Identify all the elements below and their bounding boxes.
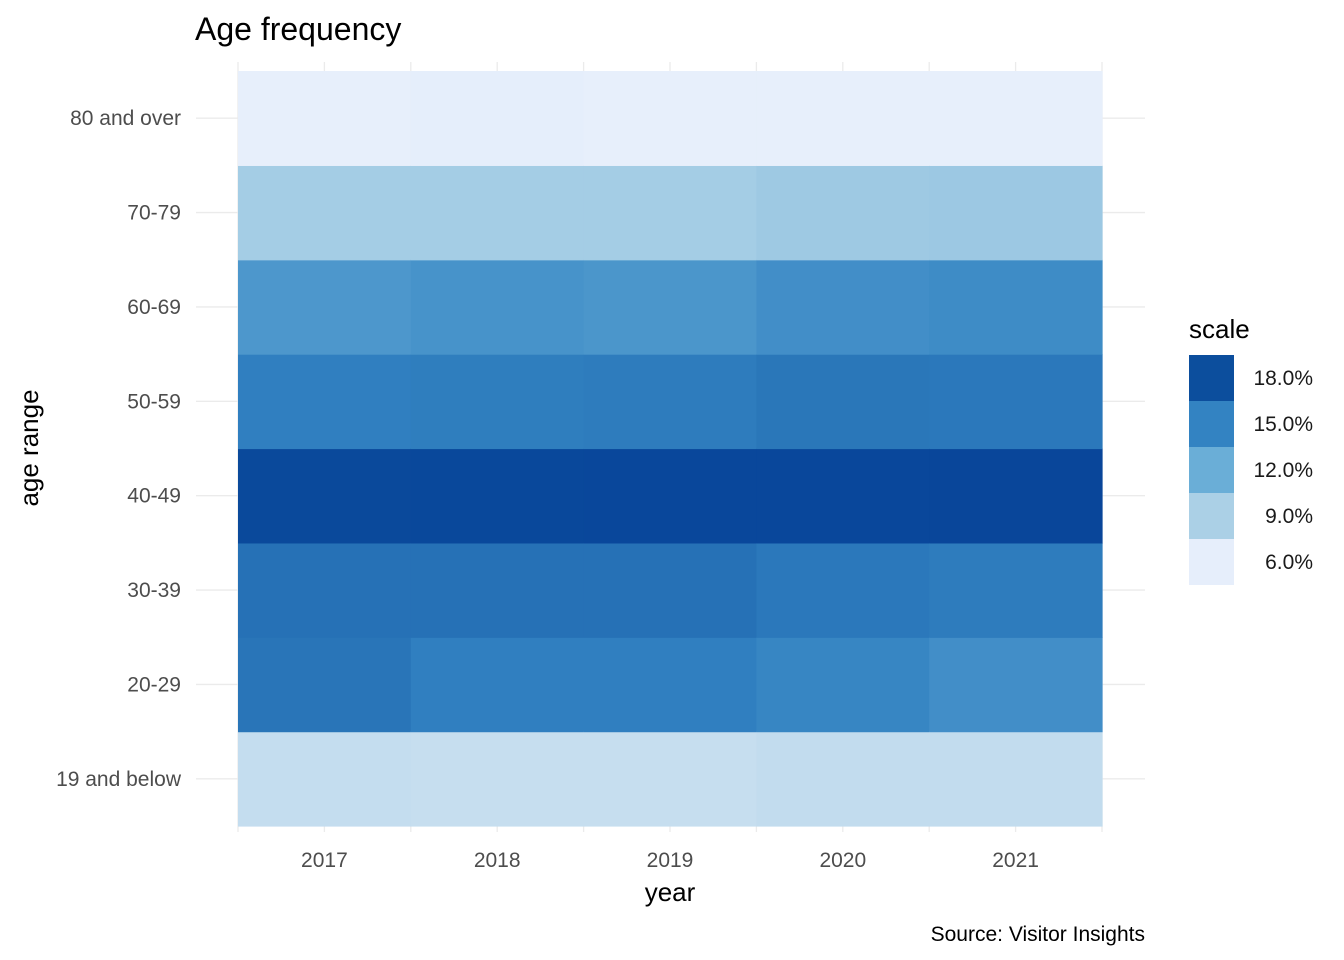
legend-key — [1189, 355, 1234, 401]
heatmap-cell-2021-40-49 — [929, 448, 1103, 544]
legend-label: 9.0% — [1265, 505, 1313, 528]
heatmap-cell-2021-19-and-below — [929, 731, 1103, 827]
y-tick-label: 50-59 — [127, 390, 181, 413]
legend-label: 12.0% — [1253, 459, 1313, 482]
x-tick-label: 2020 — [819, 849, 866, 872]
heatmap-cell-2020-70-79 — [756, 165, 930, 261]
heatmap-cell-2017-30-39 — [238, 542, 412, 638]
legend-label: 18.0% — [1253, 367, 1313, 390]
x-axis-title: year — [645, 877, 696, 907]
heatmap-cell-2020-60-69 — [756, 259, 930, 355]
y-tick-label: 30-39 — [127, 579, 181, 602]
heatmap-cell-2020-20-29 — [756, 637, 930, 733]
heatmap-cell-2020-30-39 — [756, 542, 930, 638]
x-tick-label: 2018 — [474, 849, 521, 872]
heatmap-cell-2019-50-59 — [583, 354, 757, 450]
legend: scale 18.0% 15.0% 12.0% 9.0% 6.0% — [1189, 314, 1313, 585]
x-axis-tick-labels: 2017 2018 2019 2020 2021 — [301, 849, 1039, 872]
heatmap-cell-2019-19-and-below — [583, 731, 757, 827]
y-tick-label: 70-79 — [127, 202, 181, 225]
legend-key — [1189, 493, 1234, 539]
heatmap-cell-2019-80-and-over — [583, 71, 757, 166]
heatmap-cell-2021-60-69 — [929, 259, 1103, 355]
heatmap-cell-2018-40-49 — [410, 448, 585, 544]
heatmap-cell-2021-30-39 — [929, 542, 1103, 638]
heatmap-cell-2018-20-29 — [410, 637, 585, 733]
heatmap-cell-2017-80-and-over — [238, 71, 412, 166]
y-axis-tick-labels: 19 and below 20-29 30-39 40-49 50-59 60-69 70-… — [56, 107, 182, 791]
x-tick-label: 2019 — [647, 849, 694, 872]
heatmap-cell-2018-80-and-over — [410, 71, 585, 166]
heatmap-cell-2020-40-49 — [756, 448, 930, 544]
y-tick-label: 40-49 — [127, 485, 181, 508]
heatmap-cell-2021-50-59 — [929, 354, 1103, 450]
heatmap-cell-2021-80-and-over — [929, 71, 1103, 166]
heatmap-cell-2019-60-69 — [583, 259, 757, 355]
y-tick-label: 80 and over — [70, 107, 181, 130]
legend-key — [1189, 447, 1234, 493]
legend-key — [1189, 401, 1234, 447]
chart-title: Age frequency — [195, 11, 401, 47]
heatmap-cell-2021-70-79 — [929, 165, 1103, 261]
heatmap-cell-2018-60-69 — [410, 259, 585, 355]
y-tick-label: 19 and below — [56, 768, 182, 791]
heatmap-cell-2019-40-49 — [583, 448, 757, 544]
heatmap-cell-2020-50-59 — [756, 354, 930, 450]
y-tick-label: 60-69 — [127, 296, 181, 319]
legend-label: 6.0% — [1265, 551, 1313, 574]
heatmap-cell-2018-70-79 — [410, 165, 585, 261]
y-tick-label: 20-29 — [127, 673, 181, 696]
legend-title: scale — [1189, 314, 1250, 344]
heatmap-cell-2017-19-and-below — [238, 731, 412, 827]
heatmap-cell-2018-50-59 — [410, 354, 585, 450]
heatmap-cells — [238, 71, 1103, 827]
heatmap-cell-2019-30-39 — [583, 542, 757, 638]
heatmap-cell-2017-40-49 — [238, 448, 412, 544]
heatmap-cell-2018-19-and-below — [410, 731, 585, 827]
heatmap-cell-2018-30-39 — [410, 542, 585, 638]
heatmap-cell-2017-60-69 — [238, 259, 412, 355]
x-tick-label: 2017 — [301, 849, 348, 872]
heatmap-cell-2017-70-79 — [238, 165, 412, 261]
heatmap-cell-2019-70-79 — [583, 165, 757, 261]
heatmap-cell-2017-20-29 — [238, 637, 412, 733]
legend-key — [1189, 539, 1234, 585]
heatmap-cell-2019-20-29 — [583, 637, 757, 733]
x-tick-label: 2021 — [992, 849, 1039, 872]
legend-label: 15.0% — [1253, 413, 1313, 436]
y-axis-title: age range — [14, 389, 44, 506]
heatmap-cell-2017-50-59 — [238, 354, 412, 450]
chart-caption: Source: Visitor Insights — [931, 923, 1145, 946]
heatmap-cell-2020-80-and-over — [756, 71, 930, 166]
heatmap-cell-2020-19-and-below — [756, 731, 930, 827]
heatmap-cell-2021-20-29 — [929, 637, 1103, 733]
